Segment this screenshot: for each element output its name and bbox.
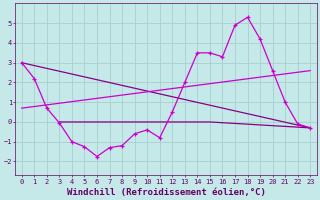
X-axis label: Windchill (Refroidissement éolien,°C): Windchill (Refroidissement éolien,°C) [67,188,265,197]
